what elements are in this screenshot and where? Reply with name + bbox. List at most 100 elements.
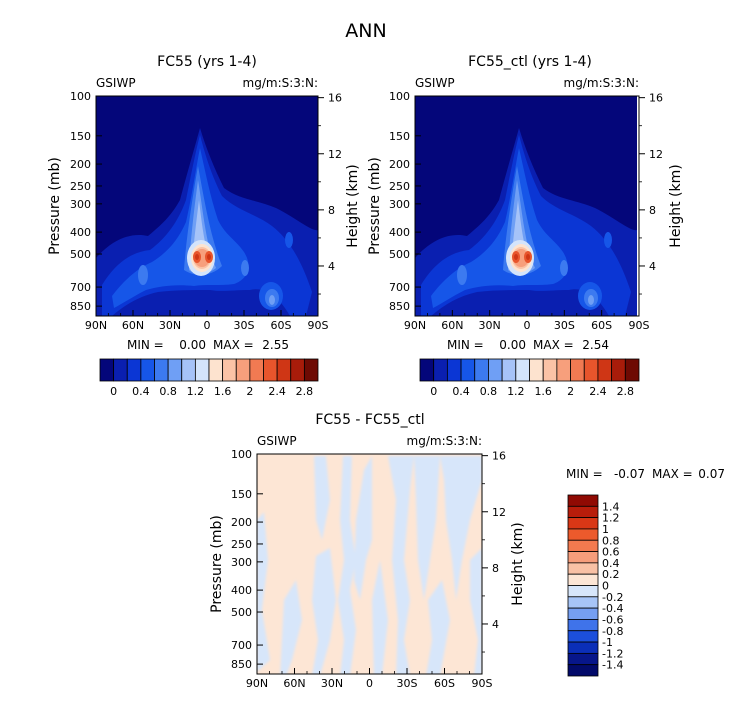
colorbar-diff-swatch bbox=[567, 562, 599, 575]
colorbar-2-label: 2.8 bbox=[617, 385, 635, 398]
colorbar-1-label: 1.6 bbox=[214, 385, 232, 398]
colorbar-1-swatch bbox=[235, 358, 251, 382]
panel-2-y-tick-label: 250 bbox=[389, 180, 410, 193]
panel-2-x-tick-label: 90S bbox=[629, 319, 650, 332]
panel-2-y-tick-label: 400 bbox=[389, 226, 410, 239]
colorbar-1-swatch bbox=[222, 358, 237, 382]
panel-3-y-tick-label: 700 bbox=[231, 639, 252, 652]
colorbar-diff-label: 0.6 bbox=[602, 546, 620, 559]
colorbar-1-label: 0 bbox=[110, 385, 117, 398]
colorbar-2-swatch bbox=[515, 358, 530, 382]
panel-3-title: FC55 - FC55_ctl bbox=[315, 412, 424, 428]
panel-3-y2-axis-label: Height (km) bbox=[510, 522, 526, 605]
colorbar-2-swatch bbox=[583, 358, 599, 382]
colorbar-diff-swatch bbox=[567, 596, 599, 609]
panel-1-min-value: 0.00 bbox=[179, 338, 206, 352]
colorbar-2-swatch bbox=[624, 358, 640, 382]
colorbar-2-swatch bbox=[446, 358, 462, 382]
colorbar-2-label: 1.2 bbox=[507, 385, 525, 398]
panel-2-y2-tick-label: 16 bbox=[649, 92, 663, 105]
panel-3-min-label: MIN = bbox=[566, 467, 603, 481]
colorbar-diff-swatch bbox=[567, 505, 599, 519]
colorbar-diff-swatch bbox=[567, 517, 599, 530]
panel-2-units-label: mg/m:S:3:N: bbox=[564, 76, 639, 90]
panel-1-y-tick-label: 850 bbox=[70, 300, 91, 313]
panel-3: FC55 - FC55_ctl GSIWP mg/m:S:3:N: bbox=[209, 412, 725, 690]
panel-1-x-tick-label: 30S bbox=[234, 319, 255, 332]
panel-2-y2-tick-label: 8 bbox=[649, 204, 656, 217]
panel-2-y-tick-label: 700 bbox=[389, 281, 410, 294]
colorbar-1-label: 2.4 bbox=[268, 385, 286, 398]
colorbar-diff-label: 1 bbox=[602, 523, 609, 536]
panel-3-y-tick-label: 400 bbox=[231, 584, 252, 597]
panel-2-x-tick-label: 30N bbox=[479, 319, 501, 332]
colorbar-2-swatch bbox=[597, 358, 613, 382]
colorbar-2-label: 1.6 bbox=[534, 385, 552, 398]
panel-1-y-axis-label: Pressure (mb) bbox=[47, 157, 63, 255]
panel-3-y-tick-label: 200 bbox=[231, 516, 252, 529]
panel-2-y-tick-label: 200 bbox=[389, 158, 410, 171]
colorbar-2-label: 0 bbox=[430, 385, 437, 398]
colorbar-1-swatch bbox=[263, 358, 278, 382]
colorbar-diff-label: 1.2 bbox=[602, 512, 620, 525]
panel-1-y-tick-label: 300 bbox=[70, 198, 91, 211]
panel-3-y-tick-label: 150 bbox=[231, 488, 252, 501]
panel-1-title: FC55 (yrs 1-4) bbox=[157, 54, 257, 70]
panel-2-x-tick-label: 60N bbox=[441, 319, 463, 332]
colorbar-diff-label: -1.2 bbox=[602, 647, 623, 660]
panel-2-x-tick-label: 90N bbox=[404, 319, 426, 332]
colorbar-1-label: 2.8 bbox=[296, 385, 314, 398]
panel-3-field-label: GSIWP bbox=[257, 434, 297, 448]
panel-2-contour-field bbox=[415, 96, 637, 316]
panel-3-x-tick-label: 30N bbox=[321, 677, 343, 690]
colorbar-diff-label: 0.4 bbox=[602, 557, 620, 570]
colorbar-diff-swatch bbox=[567, 630, 599, 643]
colorbar-1-label: 0.8 bbox=[159, 385, 177, 398]
panel-1-x-tick-label: 90N bbox=[85, 319, 107, 332]
colorbar-1-swatch bbox=[167, 358, 183, 382]
colorbar-diff-swatch bbox=[567, 551, 599, 564]
panel-3-y-tick-label: 100 bbox=[231, 448, 252, 461]
colorbar-1-swatch bbox=[276, 358, 292, 382]
colorbar-diff-swatch bbox=[567, 573, 599, 586]
panel-2-max-label: MAX = bbox=[533, 338, 574, 352]
panel-1-y2-axis-label: Height (km) bbox=[345, 164, 361, 247]
colorbar-diff-label: -0.8 bbox=[602, 625, 623, 638]
panel-1-y-tick-label: 250 bbox=[70, 180, 91, 193]
panel-1-x-tick-label: 0 bbox=[204, 319, 211, 332]
panel-3-y-axis-label: Pressure (mb) bbox=[209, 515, 225, 613]
panel-1-max-value: 2.55 bbox=[262, 338, 289, 352]
colorbar-1-swatch bbox=[140, 358, 155, 382]
colorbar-1-label: 0.4 bbox=[132, 385, 150, 398]
colorbar-1-swatch bbox=[181, 358, 196, 382]
panel-3-contour-field bbox=[257, 454, 482, 674]
colorbar-diff-label: -0.2 bbox=[602, 591, 623, 604]
panel-1-y-tick-label: 200 bbox=[70, 158, 91, 171]
colorbar-1-swatch bbox=[99, 358, 115, 382]
colorbar-2-swatch bbox=[556, 358, 571, 382]
panel-3-x-tick-label: 60S bbox=[434, 677, 455, 690]
colorbar-diff-swatch bbox=[567, 528, 599, 541]
colorbar-2-swatch bbox=[460, 358, 476, 382]
panel-1-y2-tick-label: 4 bbox=[328, 260, 335, 273]
panel-3-max-value: 0.07 bbox=[698, 467, 725, 481]
panel-2-title: FC55_ctl (yrs 1-4) bbox=[468, 54, 592, 70]
colorbar-diff-swatch bbox=[567, 652, 599, 666]
figure-title: ANN bbox=[345, 20, 386, 42]
panel-1-y2-tick-label: 12 bbox=[328, 148, 342, 161]
panel-2-y-tick-label: 500 bbox=[389, 248, 410, 261]
panel-3-units-label: mg/m:S:3:N: bbox=[407, 434, 482, 448]
panel-1-min-label: MIN = bbox=[127, 338, 164, 352]
colorbar-1-swatch bbox=[208, 358, 224, 382]
panel-2-x-tick-label: 0 bbox=[524, 319, 531, 332]
panel-1-y-tick-label: 700 bbox=[70, 281, 91, 294]
panel-3-y2-tick-label: 8 bbox=[492, 562, 499, 575]
colorbar-2-swatch bbox=[419, 358, 435, 382]
colorbar-2-swatch bbox=[611, 358, 626, 382]
colorbar-2-label: 2 bbox=[567, 385, 574, 398]
colorbar-diff-label: -1.4 bbox=[602, 659, 623, 672]
panel-3-y-tick-label: 300 bbox=[231, 556, 252, 569]
panel-1-x-tick-label: 60S bbox=[271, 319, 292, 332]
colorbar-diff-swatch bbox=[567, 607, 599, 620]
panel-1: FC55 (yrs 1-4) GSIWP mg/m:S:3:N: bbox=[47, 54, 361, 398]
